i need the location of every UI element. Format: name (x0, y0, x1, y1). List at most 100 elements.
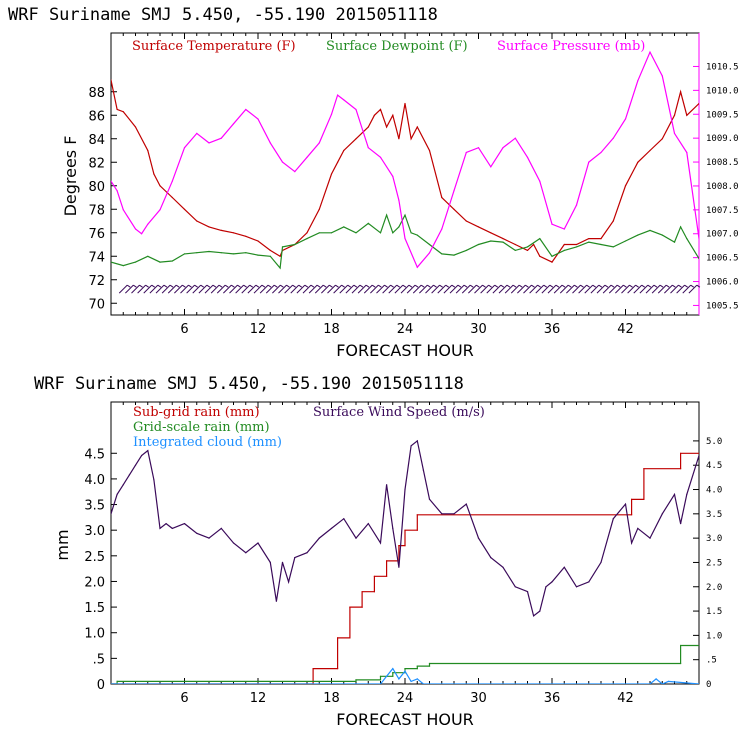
series-surface-dewpoint-f-point (686, 238, 688, 240)
series-surface-dewpoint-f-point (624, 240, 627, 242)
series-surface-pressure-mb-point (171, 180, 173, 182)
series-integrated-cloud-mm-point (111, 683, 112, 684)
series-integrated-cloud-mm-point (667, 680, 670, 683)
right-y-tick-label: 1005.5 (706, 301, 739, 311)
series-surface-dewpoint-f-point (171, 260, 173, 262)
legend-grid-scale-rain: Grid-scale rain (mm) (133, 420, 270, 435)
wind-barb (682, 284, 692, 294)
series-surface-pressure-mb-point (196, 132, 198, 134)
series-surface-dewpoint-f-point (600, 243, 602, 246)
series-surface-temperature-f-point (153, 173, 155, 175)
right-y-tick-label: 1010.0 (706, 86, 739, 96)
series-integrated-cloud-mm-point (416, 678, 418, 680)
x-tick-label: 18 (323, 322, 340, 337)
wind-barb (590, 284, 600, 294)
series-sub-grid-rain-mm-point (349, 637, 351, 639)
series-sub-grid-rain-mm-point (416, 529, 418, 531)
series-sub-grid-rain-mm-point (398, 545, 400, 547)
series-surface-temperature-f-point (416, 126, 418, 128)
series-surface-wind-speed-m-s-point (281, 561, 284, 564)
series-surface-temperature-f-point (171, 196, 173, 199)
series-surface-dewpoint-f-point (637, 234, 639, 236)
x-tick-label: 24 (397, 322, 414, 337)
wind-barb-flag (194, 284, 198, 288)
series-surface-dewpoint-f-point (392, 232, 394, 234)
wind-barb-flag (463, 284, 468, 288)
series-sub-grid-rain-mm-point (373, 575, 375, 577)
wind-barb-flag (243, 284, 247, 288)
y-tick-label: 76 (88, 227, 105, 242)
wind-barb (615, 284, 624, 294)
series-surface-temperature-f-point (612, 220, 614, 222)
series-surface-wind-speed-m-s-point (275, 600, 277, 602)
series-surface-wind-speed-m-s-point (232, 542, 235, 544)
series-surface-temperature-f-point (122, 111, 124, 113)
series-surface-wind-speed-m-s-point (477, 537, 480, 539)
wind-barb (608, 284, 618, 294)
wind-barb (363, 284, 373, 294)
series-sub-grid-rain-mm-point (337, 668, 339, 670)
wind-barb (419, 284, 428, 294)
series-integrated-cloud-mm-point (392, 668, 394, 670)
legend-surface-temperature: Surface Temperature (F) (132, 39, 296, 54)
series-surface-dewpoint-f-point (539, 238, 541, 240)
wind-barb (284, 284, 293, 294)
series-surface-temperature-f-point (404, 102, 406, 105)
wind-barb (645, 284, 655, 294)
series-sub-grid-rain-mm (111, 452, 699, 684)
series-surface-temperature-f-point (196, 220, 198, 222)
series-surface-temperature-f-point (637, 161, 639, 163)
wind-barb (290, 284, 300, 294)
series-surface-temperature-f-point (379, 108, 382, 110)
wind-barb (400, 284, 410, 294)
wind-barb-flag (665, 284, 670, 288)
wind-barb (547, 284, 557, 294)
series-surface-pressure-mb-point (343, 99, 345, 101)
series-surface-dewpoint-f-point (453, 254, 455, 256)
wind-barb (204, 284, 214, 294)
series-integrated-cloud-mm-point (428, 683, 431, 684)
series-sub-grid-rain-mm-point (680, 468, 682, 470)
wind-barb-flag (690, 284, 695, 288)
wind-barb (553, 284, 563, 294)
wind-barb (308, 284, 318, 294)
series-surface-temperature-f-point (673, 114, 676, 116)
wind-barb-flag (537, 284, 541, 288)
series-surface-pressure-mb-point (306, 156, 308, 158)
wind-barb (443, 284, 453, 294)
series-sub-grid-rain-mm-point (631, 498, 633, 500)
legend-integrated-cloud: Integrated cloud (mm) (133, 435, 282, 450)
wind-barb (523, 284, 532, 294)
wind-barb (143, 284, 153, 294)
series-surface-dewpoint-f-point (441, 253, 443, 255)
wind-barb-flag (672, 284, 676, 288)
wind-barb-flag (488, 284, 492, 288)
series-surface-dewpoint-f-point (257, 254, 259, 256)
series-surface-wind-speed-m-s-point (539, 610, 541, 612)
series-surface-temperature-f-point (698, 102, 699, 105)
wind-barb (137, 284, 146, 294)
series-surface-dewpoint-f-point (612, 246, 614, 248)
right-y-tick-label: 1006.0 (706, 278, 739, 288)
wind-barb (480, 284, 489, 294)
wind-barb-flag (610, 284, 615, 288)
series-grid-scale-rain-mm (111, 644, 699, 684)
series-surface-wind-speed-m-s-point (575, 586, 578, 588)
wind-barb-flag (261, 284, 266, 288)
wind-barb (333, 284, 342, 294)
series-surface-pressure-mb-point (698, 237, 699, 240)
series-surface-pressure-mb-point (416, 266, 418, 268)
series-surface-temperature-f-point (220, 229, 222, 231)
right-y-tick-label: 1.0 (706, 631, 722, 641)
wind-barb-flag (531, 284, 535, 288)
y-tick-label: 3.5 (84, 499, 105, 514)
right-y-tick-label: 0 (706, 680, 711, 690)
wind-barb-flag (604, 284, 609, 288)
legend-surface-wind-speed: Surface Wind Speed (m/s) (313, 405, 485, 420)
wind-barb (125, 284, 134, 294)
series-surface-wind-speed-m-s-point (288, 581, 290, 583)
wind-barb-flag (543, 284, 548, 288)
wind-barb-flag (151, 284, 156, 288)
series-surface-dewpoint-f-point (196, 252, 198, 254)
series-grid-scale-rain-mm-point (680, 662, 682, 665)
